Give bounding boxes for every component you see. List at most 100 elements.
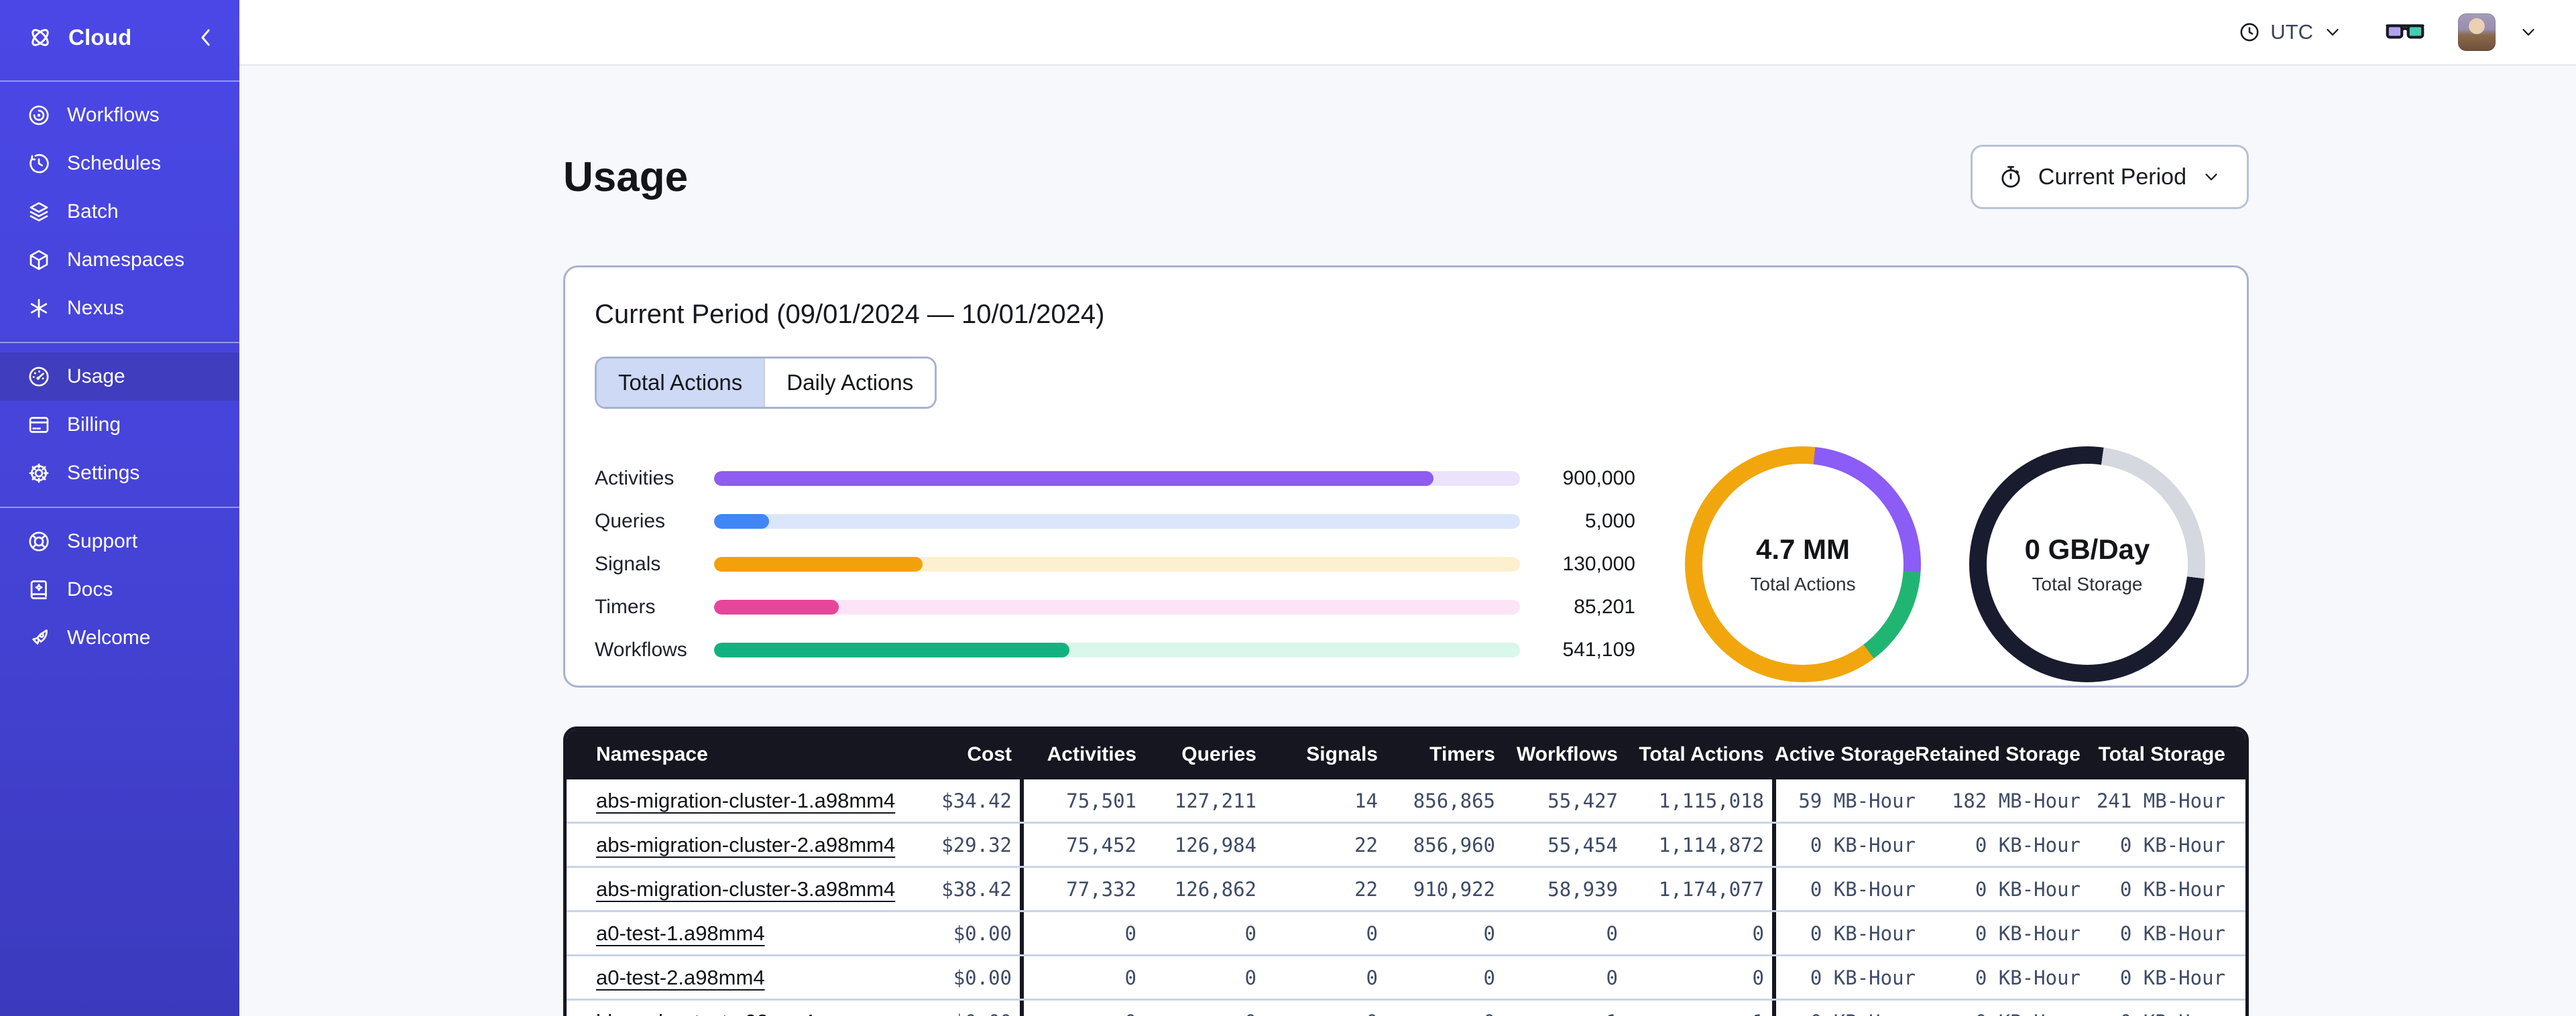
value-cell: 856,865: [1413, 789, 1495, 812]
bar-track: [714, 643, 1520, 657]
namespace-link[interactable]: abs-migration-cluster-2.a98mm4: [596, 832, 896, 856]
value-cell: $29.32: [941, 833, 1012, 856]
value-cell: 126,862: [1174, 877, 1256, 901]
namespace-link[interactable]: abs-migration-cluster-1.a98mm4: [596, 788, 896, 812]
value-cell: 0 KB-Hour: [2119, 966, 2225, 989]
namespace-cell: a0-test-2.a98mm4: [567, 956, 854, 999]
sidebar-item-workflows[interactable]: Workflows: [0, 91, 239, 139]
table-row: a0-test-2.a98mm4 $0.00 0 0 0 0 0 0 0 KB-Hour 0 KB…: [567, 954, 2245, 999]
bar-value: 900,000: [1562, 467, 1635, 489]
sidebar-item-nexus[interactable]: Nexus: [0, 284, 239, 332]
sidebar-item-label: Schedules: [67, 152, 162, 174]
column-header-timers: Timers: [1429, 743, 1495, 765]
brand-label: Cloud: [68, 25, 132, 50]
sidebar-item-welcome[interactable]: Welcome: [0, 614, 239, 662]
period-button-label: Current Period: [2038, 164, 2186, 190]
tab-daily-actions[interactable]: Daily Actions: [764, 359, 935, 407]
namespace-link[interactable]: a0-test-1.a98mm4: [596, 921, 765, 945]
namespace-link[interactable]: a0-test-2.a98mm4: [596, 965, 765, 989]
glasses-icon[interactable]: [2384, 19, 2426, 46]
usage-icon: [27, 365, 51, 389]
value-cell: 0 KB-Hour: [2119, 922, 2225, 945]
value-cell: 0: [1020, 912, 1145, 954]
value-cell: 14: [1354, 789, 1378, 812]
topbar: UTC: [239, 0, 2576, 66]
donut-total-storage: 0 GB/Day Total Storage: [1969, 446, 2205, 682]
value-cell: 127,211: [1174, 789, 1256, 812]
value-cell: 75,501: [1020, 779, 1145, 822]
sidebar-item-docs[interactable]: Docs: [0, 566, 239, 614]
page-header: Usage Current Period: [563, 145, 2249, 209]
value-cell: 0: [1244, 966, 1256, 989]
sidebar-item-batch[interactable]: Batch: [0, 188, 239, 236]
sidebar-item-support[interactable]: Support: [0, 517, 239, 566]
bar-track: [714, 557, 1520, 572]
value-cell: 58,939: [1547, 877, 1618, 901]
period-selector-button[interactable]: Current Period: [1970, 145, 2249, 209]
bar-label: Signals: [595, 553, 661, 575]
value-cell: 77,332: [1020, 868, 1145, 910]
sidebar-item-namespaces[interactable]: Namespaces: [0, 236, 239, 284]
donut-center: 0 GB/Day Total Storage: [1987, 464, 2188, 665]
bar-fill: [714, 557, 923, 572]
donut-center: 4.7 MM Total Actions: [1702, 464, 1904, 665]
namespace-cell: abs-migration-cluster-3.a98mm4: [567, 868, 895, 910]
value-cell: 0: [1752, 922, 1764, 945]
namespaces-icon: [27, 248, 51, 272]
bar-row-workflows: Workflows 541,109: [595, 629, 1635, 672]
avatar[interactable]: [2458, 13, 2496, 51]
namespace-cell: abs-migration-cluster-2.a98mm4: [567, 824, 895, 866]
value-cell: 0: [1244, 922, 1256, 945]
value-cell: 22: [1354, 877, 1378, 901]
column-header-workflows: Workflows: [1516, 743, 1618, 765]
column-header-retained-storage: Retained Storage: [1915, 743, 2081, 765]
tab-total-actions[interactable]: Total Actions: [597, 359, 764, 407]
workflows-icon: [27, 103, 51, 127]
value-cell: 0: [1386, 1001, 1503, 1016]
value-cell: 1,174,077: [1658, 877, 1764, 901]
docs-icon: [27, 578, 51, 602]
welcome-icon: [27, 626, 51, 650]
value-cell: 1: [1503, 1001, 1626, 1016]
settings-icon: [27, 461, 51, 485]
sidebar-item-schedules[interactable]: Schedules: [0, 139, 239, 188]
sidebar-item-label: Usage: [67, 365, 125, 387]
account-chevron-icon[interactable]: [2518, 22, 2538, 42]
value-cell: 241 MB-Hour: [2096, 789, 2225, 812]
bar-fill: [714, 514, 769, 529]
sidebar-item-billing[interactable]: Billing: [0, 401, 239, 449]
namespace-cell: abs-migration-cluster-1.a98mm4: [567, 779, 895, 822]
value-cell: 0: [1606, 922, 1618, 945]
support-icon: [27, 529, 51, 554]
actions-tab-group: Total Actions Daily Actions: [595, 357, 937, 409]
namespace-link[interactable]: abs-migration-cluster-3.a98mm4: [596, 877, 896, 901]
bar-label: Timers: [595, 596, 656, 618]
value-cell: 0: [1265, 1001, 1386, 1016]
value-cell: $0.00: [953, 922, 1012, 945]
value-cell: 0: [1366, 922, 1378, 945]
usage-card: Current Period (09/01/2024 — 10/01/2024)…: [563, 265, 2249, 688]
value-cell: 0: [1752, 966, 1764, 989]
value-cell: 856,960: [1413, 833, 1495, 856]
column-header-activities: Activities: [1020, 730, 1145, 779]
actions-bar-chart: Activities 900,000 Queries 5,000 Signals 130,…: [595, 457, 1635, 672]
table-row: abs-migration-cluster-3.a98mm4 $38.42 77,3…: [567, 866, 2245, 910]
sidebar-item-settings[interactable]: Settings: [0, 449, 239, 497]
sidebar-collapse-icon[interactable]: [192, 24, 219, 51]
sidebar-divider: [0, 507, 239, 508]
donut-label: Total Storage: [2032, 574, 2143, 594]
table-body: abs-migration-cluster-1.a98mm4 $34.42 75,5…: [567, 779, 2245, 1016]
value-cell: 0: [1145, 1001, 1265, 1016]
value-cell: 55,454: [1547, 833, 1618, 856]
sidebar-item-label: Docs: [67, 578, 113, 600]
timezone-selector[interactable]: UTC: [2238, 20, 2343, 44]
sidebar-item-label: Welcome: [67, 627, 151, 649]
value-cell: 0 KB-Hour: [1975, 966, 2081, 989]
sidebar-item-label: Support: [67, 530, 138, 552]
namespace-link[interactable]: bk-worker-test.a98mm4: [596, 1010, 815, 1016]
sidebar-item-label: Namespaces: [67, 249, 185, 271]
value-cell: 55,427: [1547, 789, 1618, 812]
value-cell: $0.00: [953, 966, 1012, 989]
bar-label: Activities: [595, 467, 675, 489]
sidebar-item-usage[interactable]: Usage: [0, 353, 239, 401]
